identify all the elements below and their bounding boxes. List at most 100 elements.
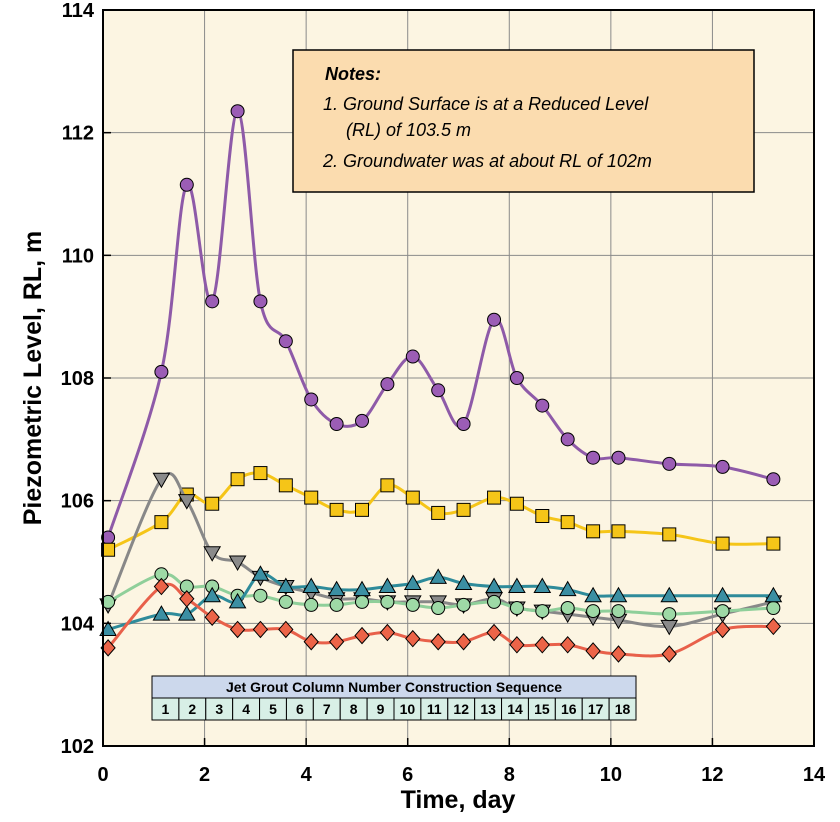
data-point: [355, 594, 370, 609]
sequence-number: 11: [427, 701, 442, 717]
data-point: [509, 601, 524, 615]
data-point: [230, 472, 245, 487]
sequence-number: 6: [296, 701, 304, 717]
y-axis-title: Piezometric Level, RL, m: [19, 231, 47, 526]
data-point: [455, 632, 472, 651]
sequence-number: 5: [269, 701, 277, 717]
series: [101, 567, 781, 622]
x-tick-label: 2: [199, 764, 210, 786]
data-point: [304, 597, 319, 612]
sequence-number: 3: [215, 701, 223, 717]
sequence-number: 4: [242, 701, 250, 717]
data-point: [610, 645, 627, 663]
x-axis-title: Time, day: [401, 786, 516, 814]
data-point: [713, 586, 732, 603]
data-point: [353, 580, 371, 597]
data-point: [380, 594, 395, 609]
notes-line-2: (RL) of 103.5 m: [346, 120, 471, 140]
sequence-number: 18: [615, 701, 631, 717]
data-point: [302, 577, 321, 594]
data-point: [278, 594, 293, 609]
y-tick-label: 102: [61, 736, 94, 758]
sequence-number: 2: [188, 701, 196, 717]
data-point: [179, 590, 195, 608]
sequence-number: 8: [350, 701, 358, 717]
data-point: [378, 577, 397, 594]
data-point: [456, 417, 471, 431]
data-point: [715, 604, 730, 619]
data-point: [152, 605, 171, 621]
data-point: [205, 294, 220, 309]
data-point: [533, 577, 552, 594]
data-point: [203, 586, 222, 603]
data-point: [508, 577, 526, 594]
data-point: [329, 502, 344, 517]
notes-background: [292, 49, 755, 193]
data-point: [430, 632, 446, 651]
data-point: [454, 574, 473, 590]
sequence-number: 15: [534, 701, 550, 717]
data-point: [405, 597, 420, 612]
data-point: [154, 364, 169, 379]
data-point: [766, 601, 781, 615]
data-point: [764, 586, 783, 603]
data-point: [228, 592, 247, 609]
data-point: [486, 623, 502, 642]
data-point: [560, 432, 575, 447]
data-point: [660, 586, 679, 603]
data-point: [714, 620, 731, 639]
data-point: [405, 629, 421, 648]
data-point: [609, 586, 628, 603]
data-point: [662, 607, 677, 622]
data-point: [534, 636, 550, 654]
data-point: [329, 597, 344, 612]
series: [101, 466, 781, 557]
data-point: [203, 546, 222, 562]
data-point: [405, 490, 420, 505]
data-point: [276, 577, 295, 594]
data-point: [354, 626, 370, 645]
data-point: [253, 294, 268, 309]
sequence-number: 7: [323, 701, 331, 717]
x-tick-label: 0: [97, 764, 108, 786]
data-point: [560, 515, 575, 530]
x-tick-label: 8: [504, 764, 515, 786]
data-point: [355, 502, 370, 517]
data-point: [487, 312, 502, 327]
data-point: [456, 597, 471, 612]
data-point: [304, 392, 319, 407]
sequence-number: 10: [400, 701, 416, 717]
data-point: [586, 450, 601, 465]
data-point: [586, 524, 601, 539]
data-point: [715, 459, 730, 474]
data-point: [328, 632, 345, 651]
data-point: [766, 536, 781, 551]
sequence-number: 17: [588, 701, 604, 717]
data-point: [278, 478, 293, 493]
data-point: [327, 580, 346, 597]
data-point: [405, 349, 420, 364]
data-point: [535, 604, 550, 619]
data-point: [379, 623, 396, 642]
y-tick-label: 110: [62, 245, 94, 267]
data-point: [560, 601, 575, 615]
sequence-number: 14: [507, 701, 523, 717]
data-point: [765, 617, 782, 636]
x-tick-label: 4: [301, 764, 313, 786]
data-point: [509, 496, 524, 511]
notes-line-3: 2. Groundwater was at about RL of 102m: [322, 151, 652, 171]
sequence-cell: [608, 697, 637, 721]
sequence-table-title: Jet Grout Column Number Construction Seq…: [226, 679, 562, 695]
data-point: [101, 594, 116, 609]
data-point: [101, 542, 116, 557]
data-point: [509, 636, 525, 654]
data-point: [380, 478, 395, 493]
x-tick-label: 14: [803, 764, 826, 786]
data-point: [766, 472, 781, 487]
data-point: [611, 524, 626, 539]
data-point: [253, 466, 268, 481]
sequence-number: 16: [561, 701, 577, 717]
data-point: [303, 632, 319, 651]
data-series: [99, 104, 783, 663]
